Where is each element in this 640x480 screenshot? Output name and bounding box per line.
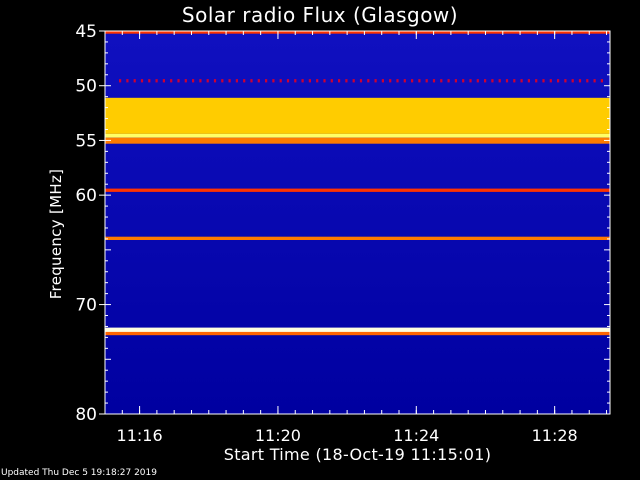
band-1-dash (491, 79, 494, 83)
band-1-dash (177, 79, 180, 83)
band-1-dash (308, 79, 311, 83)
updated-timestamp: Updated Thu Dec 5 19:18:27 2019 (1, 468, 157, 478)
x-axis: 11:16 11:20 11:24 11:28 (104, 31, 608, 445)
y-tick-label-80: 80 (75, 405, 97, 425)
y-axis: 45 50 55 60 70 80 (75, 22, 610, 425)
band-1-dash (557, 79, 560, 83)
x-tick-label-11:16: 11:16 (117, 426, 163, 445)
band-1-dash (513, 79, 516, 83)
band-1-dash (126, 79, 129, 83)
band-1-dash (440, 79, 443, 83)
band-1-dash (549, 79, 552, 83)
band-1-dash (206, 79, 209, 83)
band-1-dash (301, 79, 304, 83)
band-1-dash (250, 79, 253, 83)
band-1-dash (396, 79, 399, 83)
band-1-dash (586, 79, 589, 83)
band-1-dash (243, 79, 246, 83)
band-1-dash (535, 79, 538, 83)
band-1-dash (564, 79, 567, 83)
y-tick-label-60: 60 (75, 186, 97, 206)
band-1-dash (213, 79, 217, 83)
band-1-dash (578, 79, 582, 83)
y-tick-label-50: 50 (75, 77, 97, 97)
band-1-dash (462, 79, 465, 83)
band-1-dash (330, 79, 333, 83)
y-tick-label-70: 70 (75, 296, 97, 316)
band-1-dash (432, 79, 436, 83)
band-1-dash (571, 79, 574, 83)
band-1-dash (469, 79, 472, 83)
band-1-dash (447, 79, 450, 83)
band-1-dash (542, 79, 545, 83)
band-3 (105, 133, 610, 138)
band-1-dash (425, 79, 428, 83)
band-1-dash (352, 79, 355, 83)
plot-frame (104, 30, 611, 415)
chart-title: Solar radio Flux (Glasgow) (181, 3, 459, 27)
y-axis-label: Frequency [MHz] (47, 168, 65, 300)
band-1-dash (148, 79, 151, 83)
band-1-dash (316, 79, 319, 83)
band-1-dash (389, 79, 392, 83)
x-tick-label-11:24: 11:24 (393, 426, 439, 445)
band-1-dash (272, 79, 275, 83)
band-8 (105, 331, 610, 336)
band-1-dash (286, 79, 290, 83)
band-1-dash (484, 79, 487, 83)
band-1-dash (476, 79, 479, 83)
band-1-dash (367, 79, 370, 83)
band-1-dash (345, 79, 348, 83)
band-1-dash (162, 79, 165, 83)
band-1-dash (279, 79, 282, 83)
band-1-dash (338, 79, 341, 83)
band-1-dash (593, 79, 596, 83)
x-tick-label-11:28: 11:28 (532, 426, 578, 445)
band-1-dash (323, 79, 326, 83)
band-2 (105, 97, 610, 134)
band-1-dash (411, 79, 414, 83)
band-1-dash (498, 79, 501, 83)
band-1-dash (359, 79, 363, 83)
band-0 (105, 31, 610, 34)
band-1-dash (505, 79, 509, 83)
band-1-dash (199, 79, 202, 83)
band-1-dash (600, 79, 603, 83)
band-7 (105, 327, 610, 332)
band-1-dash (133, 79, 136, 83)
band-1-dash (418, 79, 421, 83)
emission-bands (105, 31, 610, 336)
band-1-dash (265, 79, 268, 83)
band-1-dash (454, 79, 457, 83)
x-axis-label: Start Time (18-Oct-19 11:15:01) (223, 445, 492, 464)
band-1-dash (221, 79, 224, 83)
band-1-dash (155, 79, 158, 83)
band-1-dash (228, 79, 231, 83)
band-1-dash (257, 79, 260, 83)
band-1-dash (374, 79, 377, 83)
band-1-dash (170, 79, 173, 83)
band-1-dash (192, 79, 195, 83)
band-1-dash (381, 79, 384, 83)
band-1-dash (235, 79, 238, 83)
band-1-dash (184, 79, 187, 83)
y-tick-label-55: 55 (75, 131, 97, 151)
band-1-dash (403, 79, 406, 83)
band-1-dash (119, 79, 122, 83)
x-tick-label-11:20: 11:20 (255, 426, 301, 445)
band-1-dash (140, 79, 144, 83)
band-4 (105, 137, 610, 144)
plot-background (105, 31, 610, 414)
band-6 (105, 236, 610, 240)
y-tick-label-45: 45 (75, 22, 97, 42)
band-1-dash (520, 79, 523, 83)
band-1-dash (527, 79, 530, 83)
band-5 (105, 188, 610, 192)
band-1-dash (294, 79, 297, 83)
